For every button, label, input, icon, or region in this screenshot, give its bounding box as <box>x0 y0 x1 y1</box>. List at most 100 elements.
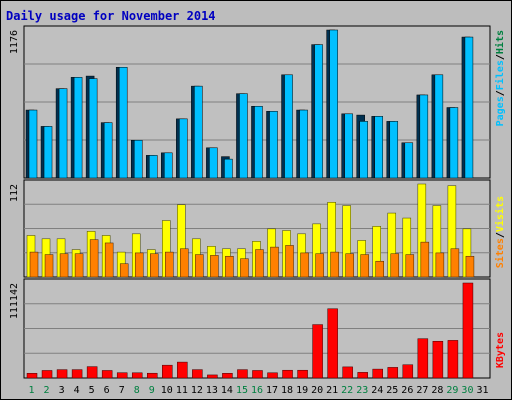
kbytes-bar <box>282 369 293 379</box>
files-bar <box>209 147 218 179</box>
files-bar <box>299 109 308 179</box>
kbytes-bar <box>327 308 338 379</box>
files-bar <box>224 158 233 179</box>
legend-pages-files-hits: Pages/Files/Hits <box>494 30 506 126</box>
sites-bar <box>195 254 204 278</box>
legend-visits: Visits <box>494 196 506 232</box>
files-bar <box>404 142 414 179</box>
kbytes-bar <box>372 368 383 379</box>
x-tick-label: 8 <box>134 385 140 396</box>
legend-kbytes: KBytes <box>495 332 506 368</box>
x-tick-label: 11 <box>176 385 188 396</box>
x-tick-label: 16 <box>251 385 263 396</box>
kbytes-bar <box>26 373 38 379</box>
sites-bar <box>330 251 339 278</box>
kbytes-bar <box>342 366 353 379</box>
sites-bar <box>104 242 114 278</box>
legend-kbytes: KBytes <box>495 332 506 368</box>
files-bar <box>118 67 128 179</box>
sites-bar <box>240 258 249 278</box>
files-bar <box>133 139 143 179</box>
y-max-label: 1176 <box>9 30 20 54</box>
sites-bar <box>345 253 354 278</box>
x-tick-label: 15 <box>236 385 248 396</box>
sites-bar <box>44 254 54 278</box>
sites-bar <box>405 254 415 278</box>
chart-panel-kbytes: 111142 <box>9 278 491 379</box>
x-tick-label: 27 <box>416 385 428 396</box>
kbytes-bar <box>101 370 113 379</box>
x-tick-label: 30 <box>461 385 473 396</box>
x-tick-label: 10 <box>161 385 173 396</box>
kbytes-bar <box>417 338 429 379</box>
kbytes-bar <box>162 364 173 379</box>
kbytes-bar <box>447 340 459 379</box>
files-bar <box>149 155 158 179</box>
files-bar <box>269 111 278 179</box>
kbytes-bar <box>147 372 158 379</box>
kbytes-bar <box>237 369 248 379</box>
sites-bar <box>360 254 369 278</box>
x-tick-label: 31 <box>476 385 488 396</box>
kbytes-bar <box>252 370 263 379</box>
x-tick-label: 7 <box>119 385 125 396</box>
legend-hits: Hits <box>494 30 506 54</box>
sites-bar <box>210 255 219 278</box>
x-tick-label: 24 <box>371 385 383 396</box>
kbytes-bar <box>297 369 308 379</box>
legend-separator: / <box>495 232 506 238</box>
x-tick-label: 29 <box>446 385 458 396</box>
sites-bar <box>29 251 39 278</box>
files-bar <box>314 44 323 179</box>
files-bar <box>164 152 173 179</box>
x-tick-label: 4 <box>74 385 80 396</box>
files-bar <box>73 77 83 179</box>
sites-bar <box>285 245 294 278</box>
x-tick-label: 26 <box>401 385 413 396</box>
kbytes-bar <box>387 367 399 379</box>
files-bar <box>103 122 113 179</box>
files-bar <box>239 93 248 179</box>
x-tick-label: 25 <box>386 385 398 396</box>
sites-bar <box>165 251 174 278</box>
legend-text: KBytes <box>495 332 506 368</box>
kbytes-bar <box>432 340 444 379</box>
sites-bar <box>465 255 475 278</box>
pages-files-bars <box>25 29 474 179</box>
legend-visits-sites: Sites/Visits <box>494 196 506 268</box>
sites-bar <box>420 241 430 278</box>
x-tick-label: 20 <box>311 385 323 396</box>
x-tick-label: 17 <box>266 385 278 396</box>
legend-separator: / <box>495 90 506 96</box>
kbytes-bar <box>41 370 53 379</box>
files-bar <box>88 78 98 179</box>
legend-separator: / <box>495 54 506 60</box>
files-bar <box>449 107 459 179</box>
x-tick-label: 13 <box>206 385 218 396</box>
sites-bar <box>89 239 99 278</box>
sites-bar <box>435 252 445 278</box>
x-tick-label: 23 <box>356 385 368 396</box>
files-bar <box>43 126 53 179</box>
x-tick-label: 21 <box>326 385 338 396</box>
sites-bar <box>180 248 189 278</box>
kbytes-bar <box>267 372 278 379</box>
files-bar <box>194 85 203 179</box>
kbytes-bars <box>26 282 474 379</box>
files-bar <box>28 109 38 179</box>
visits-sites-bars <box>26 183 475 278</box>
x-tick-label: 5 <box>89 385 95 396</box>
files-bar <box>464 36 474 179</box>
x-tick-label: 6 <box>104 385 110 396</box>
legend-files: Files <box>494 60 506 90</box>
x-tick-label: 12 <box>191 385 203 396</box>
kbytes-bar <box>131 372 143 379</box>
x-tick-label: 18 <box>281 385 293 396</box>
sites-bar <box>270 246 279 278</box>
x-tick-label: 14 <box>221 385 233 396</box>
files-bar <box>254 106 263 179</box>
sites-bar <box>255 249 264 278</box>
x-tick-label: 9 <box>149 385 155 396</box>
files-bar <box>284 74 293 179</box>
